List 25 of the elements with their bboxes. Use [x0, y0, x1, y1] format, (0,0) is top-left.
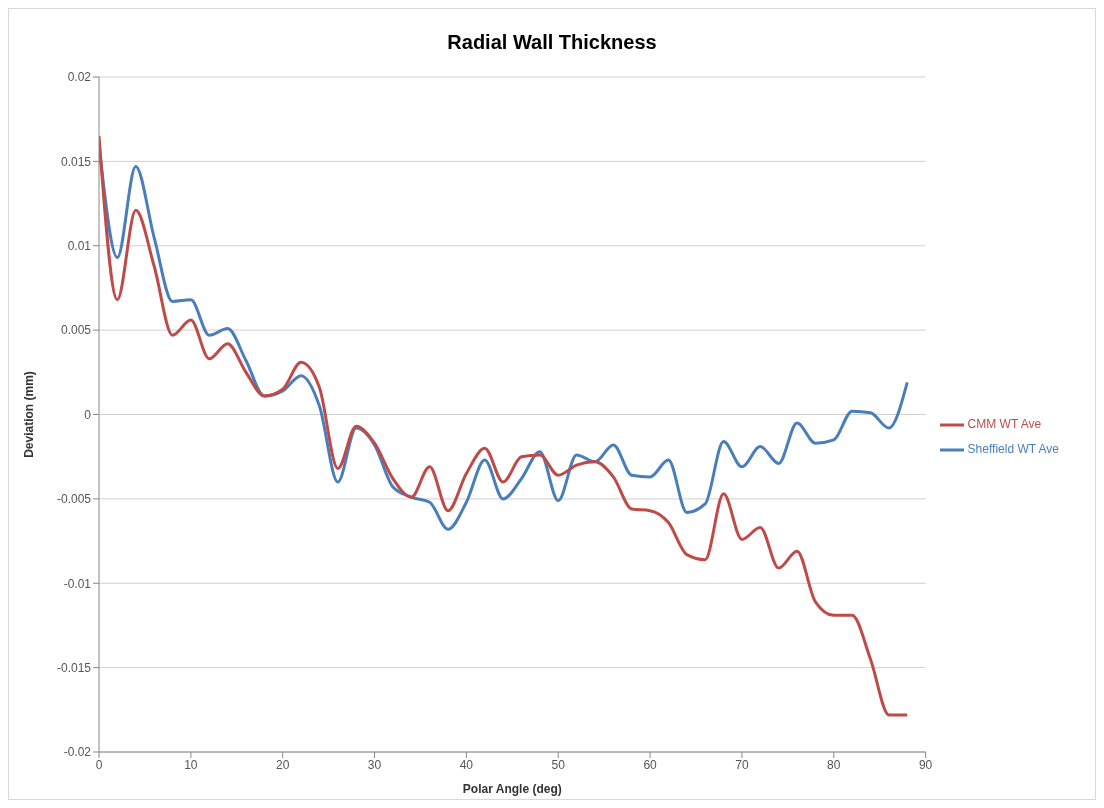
line-series — [99, 134, 909, 717]
x-tick-label: 50 — [551, 757, 566, 772]
y-tick-label: -0.01 — [63, 576, 92, 591]
y-axis-title: Deviation (mm) — [22, 371, 37, 458]
x-tick-label: 90 — [918, 757, 933, 772]
y-tick-label: 0.01 — [67, 239, 92, 254]
legend-label: CMM WT Ave — [967, 417, 1042, 432]
chart-title: Radial Wall Thickness — [446, 30, 658, 55]
y-tick-label: 0.015 — [60, 154, 92, 169]
y-tick-label: -0.02 — [63, 745, 92, 760]
x-tick-label: 70 — [735, 757, 749, 772]
x-axis-title: Polar Angle (deg) — [462, 782, 562, 796]
y-tick-label: 0 — [84, 407, 92, 422]
x-tick-label: 40 — [459, 757, 474, 772]
y-tick-label: -0.005 — [56, 492, 92, 507]
x-tick-label: 10 — [184, 757, 198, 772]
x-tick-label: 60 — [643, 757, 658, 772]
x-tick-label: 80 — [827, 757, 841, 772]
legend-label: Sheffield WT Ave — [967, 442, 1059, 456]
y-tick-label: -0.015 — [56, 660, 92, 675]
y-tick-label: 0.02 — [67, 70, 92, 85]
x-tick-label: 0 — [95, 757, 103, 772]
x-tick-label: 30 — [367, 757, 382, 772]
x-tick-label: 20 — [276, 757, 290, 772]
y-tick-label: 0.005 — [60, 323, 92, 338]
